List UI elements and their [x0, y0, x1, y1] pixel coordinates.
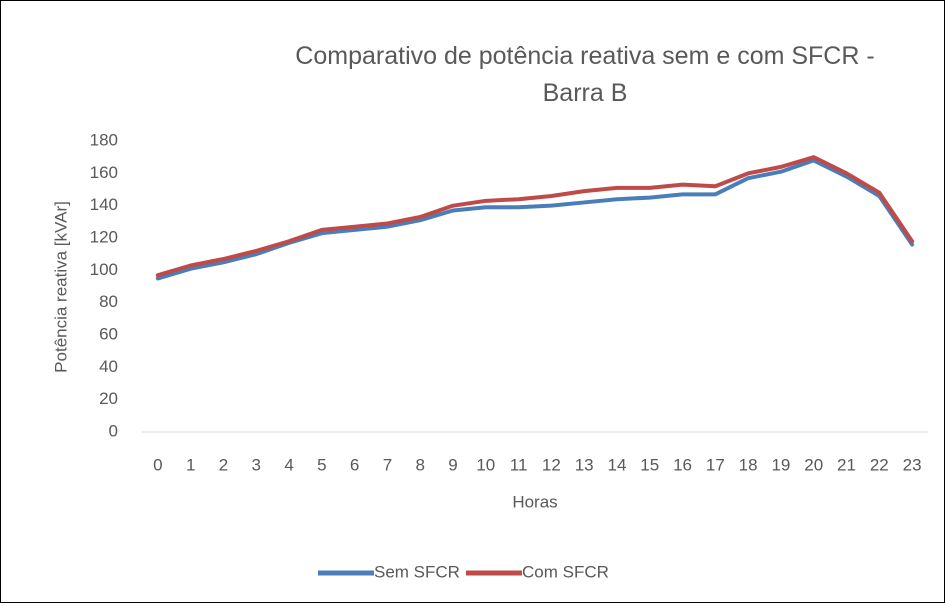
- chart-title: Comparativo de potência reativa sem e co…: [295, 42, 875, 107]
- x-tick-label: 21: [837, 455, 856, 474]
- y-tick-label: 20: [99, 389, 118, 408]
- x-tick-label: 1: [186, 455, 195, 474]
- y-tick-label: 100: [90, 260, 118, 279]
- y-tick-label: 0: [109, 421, 118, 440]
- x-tick-label: 12: [542, 455, 561, 474]
- y-tick-label: 80: [99, 292, 118, 311]
- x-tick-label: 2: [219, 455, 228, 474]
- y-tick-label: 60: [99, 324, 118, 343]
- x-tick-label: 11: [510, 455, 528, 474]
- x-tick-label: 6: [350, 455, 359, 474]
- y-tick-label: 140: [90, 195, 118, 214]
- series-line: [155, 158, 915, 281]
- x-tick-label: 4: [284, 455, 293, 474]
- x-tick-label: 19: [771, 455, 790, 474]
- x-tick-label: 17: [706, 455, 725, 474]
- x-tick-label: 8: [415, 455, 424, 474]
- x-tick-label: 0: [153, 455, 162, 474]
- x-tick-label: 5: [317, 455, 326, 474]
- x-tick-label: 22: [870, 455, 889, 474]
- x-tick-label: 7: [383, 455, 392, 474]
- y-tick-label: 40: [99, 357, 118, 376]
- x-tick-label: 13: [575, 455, 594, 474]
- y-tick-label: 160: [90, 163, 118, 182]
- x-tick-label: 9: [448, 455, 457, 474]
- x-tick-label: 14: [608, 455, 627, 474]
- x-tick-label: 10: [476, 455, 495, 474]
- y-axis-label: Potência reativa [kVAr]: [51, 201, 70, 373]
- y-tick-label: 180: [90, 130, 118, 149]
- x-tick-label: 18: [739, 455, 758, 474]
- y-tick-label: 120: [90, 227, 118, 246]
- x-tick-label: 15: [640, 455, 659, 474]
- x-tick-label: 16: [673, 455, 692, 474]
- x-axis-label: Horas: [512, 492, 557, 511]
- legend-label: Sem SFCR: [374, 562, 460, 581]
- legend-label: Com SFCR: [522, 562, 609, 581]
- x-tick-label: 20: [804, 455, 823, 474]
- x-tick-label: 23: [903, 455, 922, 474]
- x-tick-label: 3: [252, 455, 261, 474]
- series-line: [155, 155, 915, 278]
